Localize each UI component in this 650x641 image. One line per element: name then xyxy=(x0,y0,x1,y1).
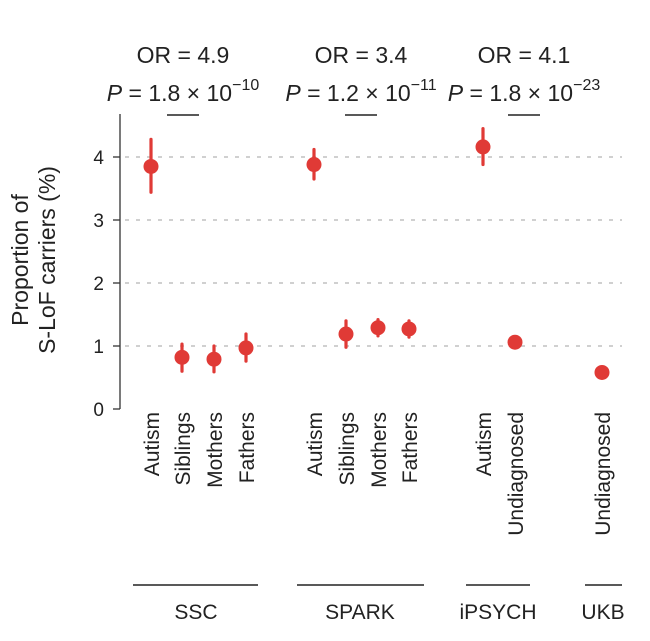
data-points xyxy=(143,139,610,380)
y-tick-label: 0 xyxy=(93,400,104,421)
data-point xyxy=(206,351,222,367)
category-label: Mothers xyxy=(204,412,227,488)
error-bars xyxy=(149,127,604,376)
category-label: Siblings xyxy=(336,412,359,486)
category-label: Autism xyxy=(141,412,164,476)
p-symbol: P xyxy=(448,80,464,106)
data-point xyxy=(594,364,610,380)
data-point xyxy=(401,321,417,337)
group-label: SPARK xyxy=(325,601,395,624)
group-label: SSC xyxy=(174,601,217,624)
y-axis-label-line2: S-LoF carriers (%) xyxy=(34,166,60,354)
y-ticks: 0 1 2 3 4 xyxy=(93,148,120,421)
category-labels: Autism Siblings Mothers Fathers Autism Siblin… xyxy=(141,412,615,536)
group-label: iPSYCH xyxy=(459,601,536,624)
p-value-text: = 1.2 × 10 xyxy=(301,80,411,106)
category-label: Fathers xyxy=(236,412,259,483)
p-symbol: P xyxy=(107,80,123,106)
p-exponent: −23 xyxy=(573,77,600,94)
category-label: Autism xyxy=(473,412,496,476)
p-value-label: P = 1.2 × 10−11 xyxy=(285,77,436,106)
y-tick-label: 1 xyxy=(93,337,104,358)
p-value-text: = 1.8 × 10 xyxy=(463,80,573,106)
category-label: Mothers xyxy=(368,412,391,488)
data-point xyxy=(306,157,322,173)
y-tick-label: 2 xyxy=(93,274,104,295)
y-tick-label: 3 xyxy=(93,211,104,232)
p-symbol: P xyxy=(285,80,301,106)
group-labels: SSC SPARK iPSYCH UKB xyxy=(133,584,625,624)
group-label: UKB xyxy=(581,601,624,624)
y-tick-label: 4 xyxy=(93,148,104,169)
p-value-label: P = 1.8 × 10−10 xyxy=(107,77,260,106)
data-point xyxy=(370,320,386,336)
p-exponent: −11 xyxy=(411,77,437,94)
odds-ratio-label: OR = 4.1 xyxy=(478,42,571,68)
p-value-label: P = 1.8 × 10−23 xyxy=(448,77,601,106)
y-axis-label-line1: Proportion of xyxy=(7,194,33,326)
category-label: Undiagnosed xyxy=(505,412,528,536)
data-point xyxy=(238,340,254,356)
data-point xyxy=(174,349,190,365)
odds-ratio-label: OR = 4.9 xyxy=(137,42,230,68)
category-label: Undiagnosed xyxy=(592,412,615,536)
category-label: Autism xyxy=(304,412,327,476)
data-point xyxy=(475,139,491,155)
gridlines xyxy=(125,156,622,347)
p-value-text: = 1.8 × 10 xyxy=(122,80,232,106)
data-point xyxy=(507,334,523,350)
data-point xyxy=(143,158,159,174)
data-point xyxy=(338,326,354,342)
p-exponent: −10 xyxy=(232,77,259,94)
category-label: Siblings xyxy=(172,412,195,486)
odds-ratio-label: OR = 3.4 xyxy=(315,42,408,68)
category-label: Fathers xyxy=(399,412,422,483)
